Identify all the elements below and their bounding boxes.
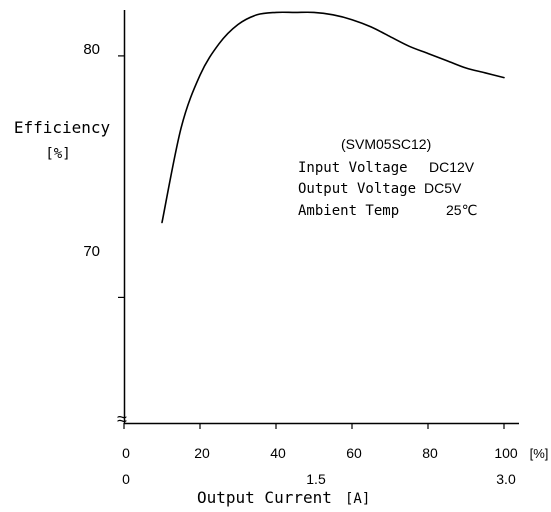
- tick-marks: [118, 55, 505, 429]
- x-current-label-1-5: 1.5: [306, 471, 326, 487]
- annotation-value-output-voltage: DC5V: [424, 180, 462, 196]
- x-tick-label-80: 80: [422, 445, 438, 461]
- efficiency-curve: [161, 11, 505, 224]
- x-tick-label-100: 100: [494, 445, 518, 461]
- x-axis-unit: [A]: [345, 491, 370, 507]
- x-current-label-0: 0: [122, 471, 130, 487]
- x-tick-label-0: 0: [122, 445, 130, 461]
- annotation-model: (SVM05SC12): [341, 136, 431, 152]
- annotation-label-output-voltage: Output Voltage: [298, 181, 416, 197]
- x-tick-label-60: 60: [346, 445, 362, 461]
- x-tick-label-40: 40: [270, 445, 286, 461]
- annotation-label-input-voltage: Input Voltage: [298, 160, 408, 176]
- annotation-value-ambient-temp: 25℃: [446, 202, 477, 218]
- y-tick-label-70: 70: [83, 243, 100, 260]
- axis-break-symbol: ≈: [117, 409, 127, 429]
- x-current-label-3-0: 3.0: [496, 471, 516, 487]
- y-axis-unit: [%]: [45, 146, 70, 162]
- y-axis-label: Efficiency: [14, 118, 111, 137]
- y-tick-label-80: 80: [83, 41, 100, 58]
- x-axis-label: Output Current: [197, 488, 332, 507]
- x-percent-unit: [%]: [530, 446, 549, 461]
- annotation-value-input-voltage: DC12V: [429, 159, 475, 175]
- annotation-label-ambient-temp: Ambient Temp: [298, 203, 399, 219]
- x-tick-label-20: 20: [194, 445, 210, 461]
